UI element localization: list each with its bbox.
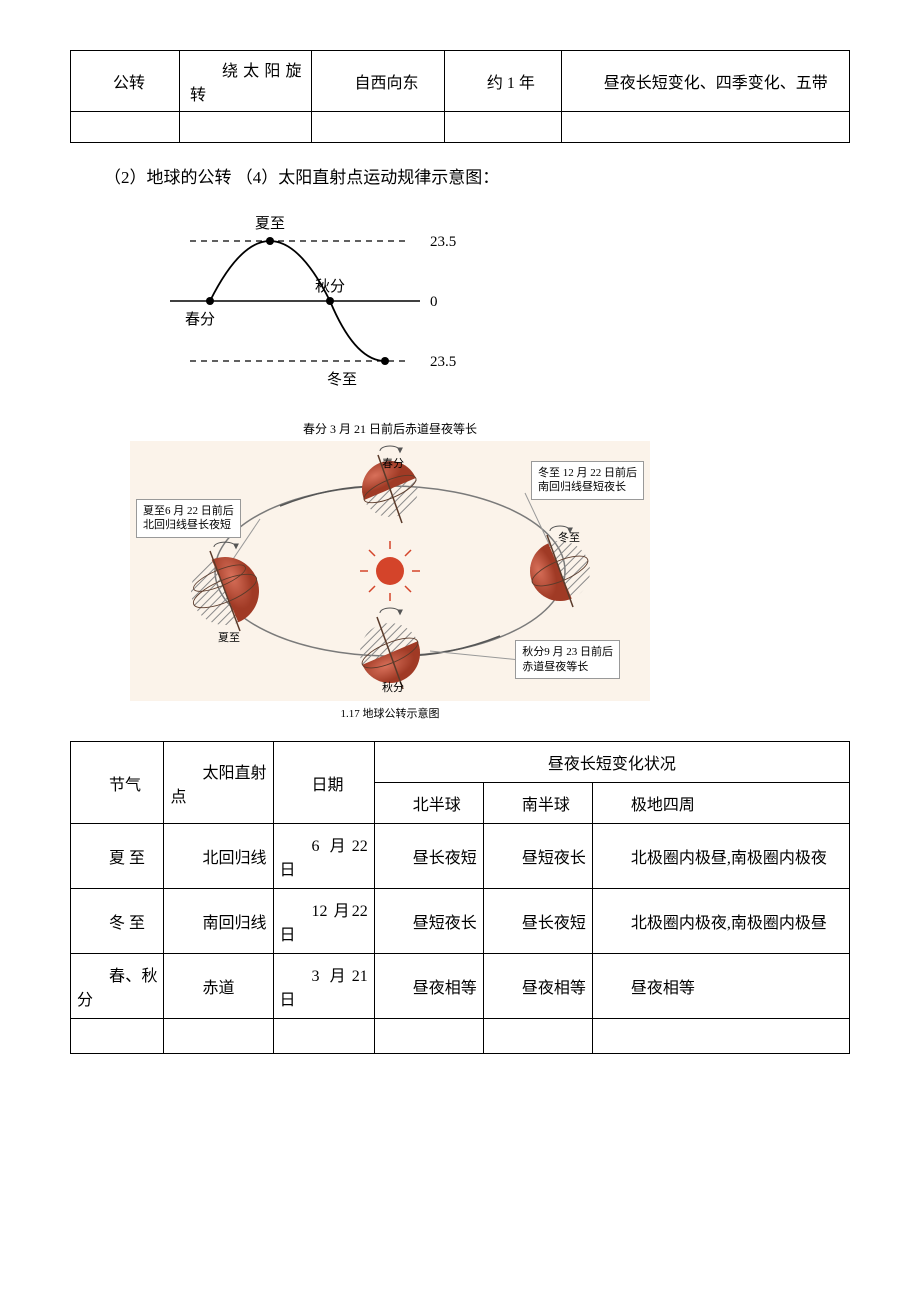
table-row: 夏 至 北回归线 6 月22 日 昼长夜短 昼短夜长 北极圈内极昼,南极圈内极夜 xyxy=(71,824,850,889)
header-cell: 节气 xyxy=(71,742,164,824)
cell: 冬 至 xyxy=(71,889,164,954)
cell: 南回归线 xyxy=(164,889,273,954)
label-summer: 夏至 xyxy=(255,216,285,232)
cell: 昼短夜长 xyxy=(374,889,483,954)
cell: 春、秋分 xyxy=(71,954,164,1019)
label-box-right-bottom: 秋分9 月 23 日前后 赤道昼夜等长 xyxy=(515,640,620,679)
cell xyxy=(374,1019,483,1054)
label-winter: 冬至 xyxy=(327,371,357,388)
cell: 自西向东 xyxy=(312,51,444,112)
cell: 北极圈内极夜,南极圈内极昼 xyxy=(592,889,849,954)
label-box-left: 夏至6 月 22 日前后 北回归线昼长夜短 xyxy=(136,499,241,538)
solar-declination-diagram: 夏至 秋分 春分 冬至 23.5 0 23.5 xyxy=(130,206,850,396)
text: 秋分9 月 23 日前后 xyxy=(522,645,613,659)
table-row: 春、秋分 赤道 3 月21 日 昼夜相等 昼夜相等 昼夜相等 xyxy=(71,954,850,1019)
text: 南回归线昼短夜长 xyxy=(538,480,637,494)
text: 冬至 12 月 22 日前后 xyxy=(538,466,637,480)
cell xyxy=(444,112,561,143)
label-spring: 春分 xyxy=(185,311,215,328)
cell: 约 1 年 xyxy=(444,51,561,112)
cell xyxy=(273,1019,374,1054)
cell xyxy=(71,112,180,143)
orbit-diagram: www.bdocx.com 春分 3 月 21 日前后赤道昼夜等长 夏至6 月 … xyxy=(130,416,850,721)
orbit-caption-bottom: 1.17 地球公转示意图 xyxy=(130,701,650,721)
section-title: （2）地球的公转 （4）太阳直射点运动规律示意图： xyxy=(70,163,850,188)
header-cell: 日期 xyxy=(273,742,374,824)
table-row: 公转 绕太阳旋转 自西向东 约 1 年 昼夜长短变化、四季变化、五带 xyxy=(71,51,850,112)
cell: 昼夜长短变化、四季变化、五带 xyxy=(561,51,849,112)
cell xyxy=(180,112,312,143)
ylabel-mid: 0 xyxy=(430,294,438,310)
cell: 北回归线 xyxy=(164,824,273,889)
table-row: 节气 太阳直射点 日期 昼夜长短变化状况 xyxy=(71,742,850,783)
header-cell: 南半球 xyxy=(483,783,592,824)
cell xyxy=(483,1019,592,1054)
cell: 6 月22 日 xyxy=(273,824,374,889)
label-bottom: 秋分 xyxy=(382,679,404,695)
cell: 公转 xyxy=(71,51,180,112)
cell: 昼夜相等 xyxy=(374,954,483,1019)
cell: 北极圈内极昼,南极圈内极夜 xyxy=(592,824,849,889)
cell: 昼短夜长 xyxy=(483,824,592,889)
cell: 昼夜相等 xyxy=(592,954,849,1019)
table-solar-terms: 节气 太阳直射点 日期 昼夜长短变化状况 北半球 南半球 极地四周 夏 至 北回… xyxy=(70,741,850,1054)
header-cell: 极地四周 xyxy=(592,783,849,824)
ylabel-bottom: 23.5 xyxy=(430,354,456,370)
cell: 绕太阳旋转 xyxy=(180,51,312,112)
table-row: 冬 至 南回归线 12 月22 日 昼短夜长 昼长夜短 北极圈内极夜,南极圈内极… xyxy=(71,889,850,954)
header-cell: 昼夜长短变化状况 xyxy=(374,742,849,783)
ylabel-top: 23.5 xyxy=(430,234,456,250)
cell: 夏 至 xyxy=(71,824,164,889)
cell: 昼夜相等 xyxy=(483,954,592,1019)
cell: 3 月21 日 xyxy=(273,954,374,1019)
orbit-caption-top: 春分 3 月 21 日前后赤道昼夜等长 xyxy=(130,416,650,441)
header-cell: 北半球 xyxy=(374,783,483,824)
cell: 昼长夜短 xyxy=(483,889,592,954)
cell xyxy=(592,1019,849,1054)
table-revolution: 公转 绕太阳旋转 自西向东 约 1 年 昼夜长短变化、四季变化、五带 xyxy=(70,50,850,143)
cell xyxy=(71,1019,164,1054)
cell: 12 月22 日 xyxy=(273,889,374,954)
orbit-panel: 夏至6 月 22 日前后 北回归线昼长夜短 冬至 12 月 22 日前后 南回归… xyxy=(130,441,650,701)
header-cell: 太阳直射点 xyxy=(164,742,273,824)
cell xyxy=(312,112,444,143)
cell xyxy=(164,1019,273,1054)
label-right: 冬至 xyxy=(558,529,580,545)
table-row xyxy=(71,112,850,143)
table-row xyxy=(71,1019,850,1054)
text: 北回归线昼长夜短 xyxy=(143,518,234,532)
cell: 赤道 xyxy=(164,954,273,1019)
cell: 昼长夜短 xyxy=(374,824,483,889)
text: 夏至6 月 22 日前后 xyxy=(143,504,234,518)
cell xyxy=(561,112,849,143)
label-top: 春分 xyxy=(382,455,404,471)
text: 赤道昼夜等长 xyxy=(522,660,613,674)
label-box-right-top: 冬至 12 月 22 日前后 南回归线昼短夜长 xyxy=(531,461,644,500)
label-autumn: 秋分 xyxy=(315,278,345,295)
sine-svg: 夏至 秋分 春分 冬至 23.5 0 23.5 xyxy=(130,206,510,396)
label-left: 夏至 xyxy=(218,629,240,645)
